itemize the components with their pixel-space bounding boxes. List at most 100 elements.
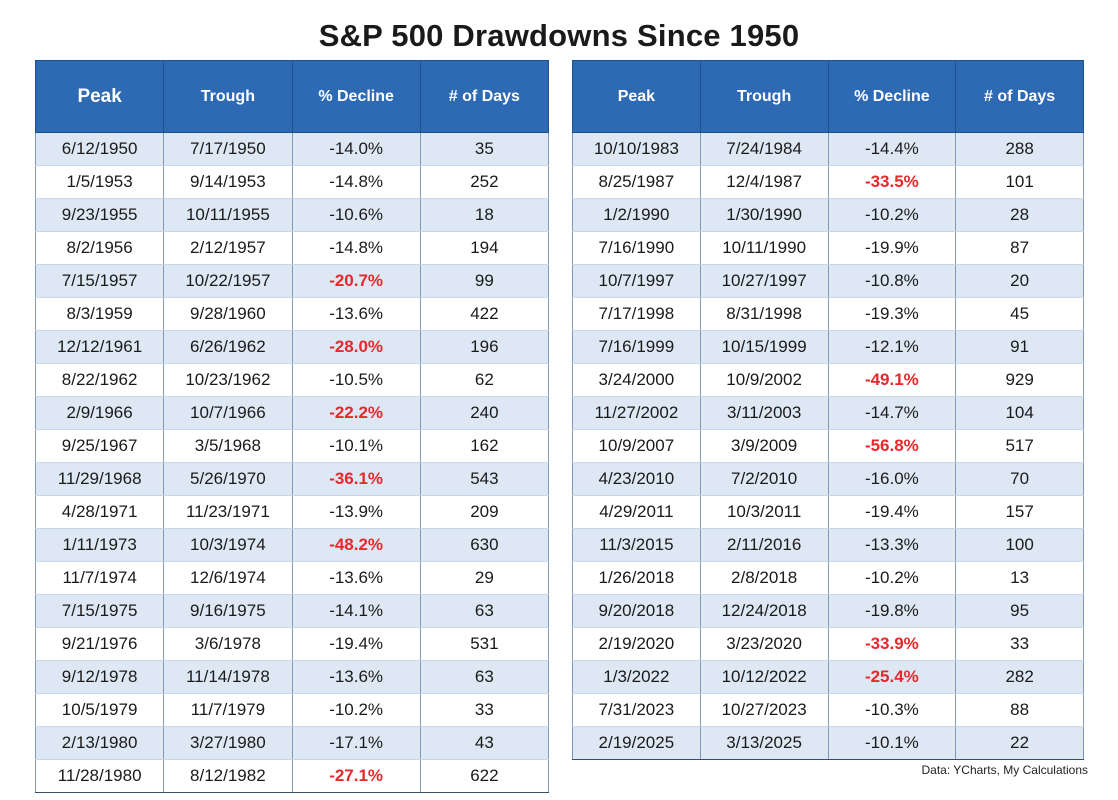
decline-cell: -14.1% [291, 594, 421, 628]
peak-date-cell: 7/16/1999 [572, 330, 701, 364]
peak-date-cell: 9/12/1978 [34, 660, 165, 694]
days-cell: 422 [419, 297, 550, 331]
peak-date-cell: 1/26/2018 [572, 561, 701, 595]
peak-date-cell: 11/28/1980 [34, 759, 165, 793]
column-header-decline: % Decline [827, 60, 957, 133]
drawdowns-table-right: Peak Trough % Decline # of Days 10/10/19… [572, 60, 1084, 760]
table-row: 10/7/1997 10/27/1997 -10.8% 20 [572, 264, 1084, 298]
peak-date-cell: 9/21/1976 [34, 627, 165, 661]
page-title: S&P 500 Drawdowns Since 1950 [318, 18, 800, 53]
peak-date-cell: 3/24/2000 [572, 363, 701, 397]
trough-date-cell: 8/31/1998 [699, 297, 829, 331]
peak-date-cell: 11/29/1968 [34, 462, 165, 496]
table-row: 11/7/1974 12/6/1974 -13.6% 29 [34, 561, 550, 595]
table-row: 11/3/2015 2/11/2016 -13.3% 100 [572, 528, 1084, 562]
days-cell: 543 [419, 462, 550, 496]
trough-date-cell: 10/7/1966 [163, 396, 293, 430]
column-header-trough: Trough [699, 60, 829, 133]
peak-date-cell: 7/15/1975 [34, 594, 165, 628]
peak-date-cell: 11/7/1974 [34, 561, 165, 595]
days-cell: 209 [419, 495, 550, 529]
peak-date-cell: 6/12/1950 [34, 132, 165, 166]
decline-cell: -10.2% [291, 693, 421, 727]
peak-date-cell: 2/19/2025 [572, 726, 701, 760]
decline-cell: -13.6% [291, 297, 421, 331]
days-cell: 63 [419, 594, 550, 628]
days-cell: 194 [419, 231, 550, 265]
trough-date-cell: 12/24/2018 [699, 594, 829, 628]
decline-cell: -19.3% [827, 297, 957, 331]
table-row: 7/17/1998 8/31/1998 -19.3% 45 [572, 297, 1084, 331]
peak-date-cell: 4/23/2010 [572, 462, 701, 496]
trough-date-cell: 10/23/1962 [163, 363, 293, 397]
table-row: 8/25/1987 12/4/1987 -33.5% 101 [572, 165, 1084, 199]
decline-cell: -10.8% [827, 264, 957, 298]
trough-date-cell: 12/4/1987 [699, 165, 829, 199]
table-row: 9/25/1967 3/5/1968 -10.1% 162 [34, 429, 550, 463]
peak-date-cell: 9/25/1967 [34, 429, 165, 463]
table-row: 1/2/1990 1/30/1990 -10.2% 28 [572, 198, 1084, 232]
decline-cell: -10.6% [291, 198, 421, 232]
trough-date-cell: 8/12/1982 [163, 759, 293, 793]
peak-date-cell: 1/11/1973 [34, 528, 165, 562]
table-row: 8/22/1962 10/23/1962 -10.5% 62 [34, 363, 550, 397]
table-row: 9/21/1976 3/6/1978 -19.4% 531 [34, 627, 550, 661]
trough-date-cell: 2/8/2018 [699, 561, 829, 595]
decline-cell: -17.1% [291, 726, 421, 760]
trough-date-cell: 10/15/1999 [699, 330, 829, 364]
decline-cell: -33.5% [827, 165, 957, 199]
trough-date-cell: 7/17/1950 [163, 132, 293, 166]
trough-date-cell: 10/3/2011 [699, 495, 829, 529]
table-row: 4/28/1971 11/23/1971 -13.9% 209 [34, 495, 550, 529]
days-cell: 929 [955, 363, 1084, 397]
days-cell: 240 [419, 396, 550, 430]
decline-cell: -16.0% [827, 462, 957, 496]
days-cell: 157 [955, 495, 1084, 529]
decline-cell: -12.1% [827, 330, 957, 364]
decline-cell: -19.4% [827, 495, 957, 529]
days-cell: 28 [955, 198, 1084, 232]
decline-cell: -10.5% [291, 363, 421, 397]
decline-cell: -14.7% [827, 396, 957, 430]
days-cell: 88 [955, 693, 1084, 727]
peak-date-cell: 7/17/1998 [572, 297, 701, 331]
peak-date-cell: 11/27/2002 [572, 396, 701, 430]
days-cell: 531 [419, 627, 550, 661]
peak-date-cell: 7/15/1957 [34, 264, 165, 298]
days-cell: 35 [419, 132, 550, 166]
trough-date-cell: 10/11/1955 [163, 198, 293, 232]
decline-cell: -13.9% [291, 495, 421, 529]
days-cell: 91 [955, 330, 1084, 364]
decline-cell: -28.0% [291, 330, 421, 364]
peak-date-cell: 7/31/2023 [572, 693, 701, 727]
days-cell: 162 [419, 429, 550, 463]
peak-date-cell: 4/29/2011 [572, 495, 701, 529]
days-cell: 13 [955, 561, 1084, 595]
table-row: 1/26/2018 2/8/2018 -10.2% 13 [572, 561, 1084, 595]
days-cell: 99 [419, 264, 550, 298]
days-cell: 87 [955, 231, 1084, 265]
decline-cell: -13.6% [291, 660, 421, 694]
trough-date-cell: 10/27/1997 [699, 264, 829, 298]
table-row: 11/29/1968 5/26/1970 -36.1% 543 [34, 462, 550, 496]
peak-date-cell: 8/3/1959 [34, 297, 165, 331]
days-cell: 43 [419, 726, 550, 760]
table-row: 7/15/1957 10/22/1957 -20.7% 99 [34, 264, 550, 298]
table-row: 8/2/1956 2/12/1957 -14.8% 194 [34, 231, 550, 265]
days-cell: 22 [955, 726, 1084, 760]
decline-cell: -14.8% [291, 231, 421, 265]
table-row: 2/19/2020 3/23/2020 -33.9% 33 [572, 627, 1084, 661]
table-row: 9/20/2018 12/24/2018 -19.8% 95 [572, 594, 1084, 628]
days-cell: 18 [419, 198, 550, 232]
peak-date-cell: 2/19/2020 [572, 627, 701, 661]
trough-date-cell: 10/27/2023 [699, 693, 829, 727]
drawdowns-table-left: Peak Trough % Decline # of Days 6/12/195… [34, 60, 550, 793]
decline-cell: -19.8% [827, 594, 957, 628]
trough-date-cell: 2/12/1957 [163, 231, 293, 265]
trough-date-cell: 7/24/1984 [699, 132, 829, 166]
trough-date-cell: 1/30/1990 [699, 198, 829, 232]
decline-cell: -48.2% [291, 528, 421, 562]
trough-date-cell: 9/28/1960 [163, 297, 293, 331]
decline-cell: -14.8% [291, 165, 421, 199]
table-row: 9/12/1978 11/14/1978 -13.6% 63 [34, 660, 550, 694]
